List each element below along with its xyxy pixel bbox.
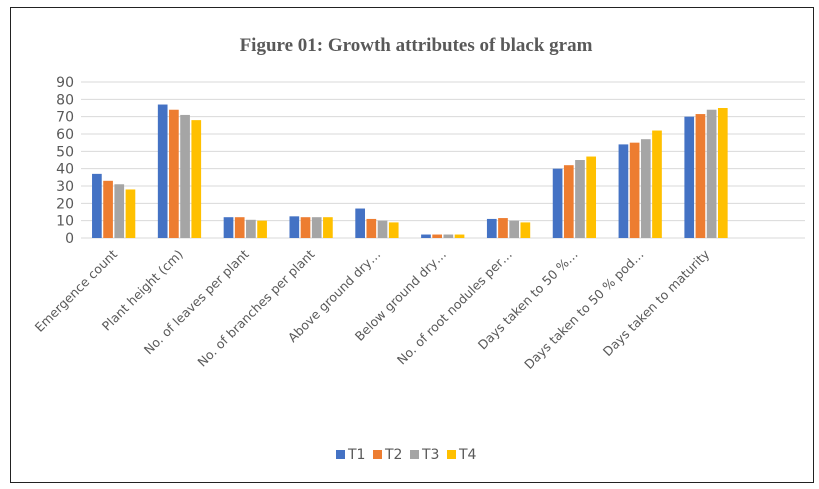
bar-t2 (366, 218, 377, 238)
bar-t3 (575, 160, 585, 238)
y-tick-label: 40 (56, 162, 74, 178)
bar-t2 (498, 218, 508, 238)
legend-swatch-t2 (373, 450, 382, 459)
bar-t2 (169, 109, 179, 238)
legend-label-t1: T1 (347, 447, 365, 463)
y-tick-label: 30 (56, 179, 74, 195)
bar-t1 (684, 116, 695, 238)
bar-t3 (443, 234, 454, 238)
bar-t3 (246, 219, 256, 238)
bar-t2 (432, 234, 442, 238)
bar-t1 (421, 234, 431, 238)
y-tick-label: 50 (56, 144, 74, 160)
bar-t4 (454, 234, 465, 238)
legend-label-t2: T2 (384, 447, 402, 463)
bar-t4 (717, 108, 728, 238)
bar-t2 (300, 217, 311, 238)
chart-canvas: Figure 01: Growth attributes of black gr… (32, 35, 805, 463)
chart-title: Figure 01: Growth attributes of black gr… (240, 35, 593, 56)
legend-label-t4: T4 (458, 447, 477, 463)
y-tick-label: 90 (56, 75, 74, 91)
bar-t1 (355, 208, 365, 238)
legend-label-t3: T3 (421, 447, 439, 463)
bar-t3 (311, 217, 322, 238)
bar-t3 (509, 220, 520, 238)
bar-t4 (520, 222, 531, 238)
bar-t2 (234, 217, 245, 238)
bar-t3 (640, 139, 651, 238)
bar-t1 (552, 168, 563, 238)
bar-t4 (586, 156, 597, 238)
bar-t2 (695, 114, 706, 238)
x-category-label: Days taken to 50 % pod… (521, 247, 646, 372)
bar-t1 (92, 173, 102, 238)
bar-t1 (223, 217, 234, 238)
chart-frame: Figure 01: Growth attributes of black gr… (10, 7, 814, 483)
bar-t4 (323, 217, 333, 238)
bar-t1 (618, 144, 629, 238)
bar-t2 (629, 142, 640, 238)
bar-t1 (289, 216, 300, 238)
legend-swatch-t3 (410, 450, 419, 459)
x-category-label: No. of root nodules per… (394, 247, 515, 368)
bar-t1 (157, 104, 168, 239)
legend-swatch-t4 (447, 450, 456, 459)
bar-t3 (114, 184, 125, 238)
x-category-label: No. of branches per plant (194, 246, 317, 369)
bar-t4 (257, 220, 267, 238)
bar-t2 (103, 180, 113, 238)
x-category-label: Days taken to maturity (600, 246, 713, 359)
y-tick-label: 10 (56, 214, 74, 230)
legend-swatch-t1 (336, 450, 345, 459)
bar-t3 (706, 109, 717, 238)
y-tick-label: 0 (65, 231, 74, 247)
bar-t3 (377, 220, 388, 238)
y-tick-label: 60 (56, 127, 74, 143)
bar-t4 (652, 130, 662, 238)
bar-t4 (388, 222, 399, 238)
bar-t3 (180, 114, 190, 238)
y-tick-label: 70 (56, 110, 74, 126)
bar-t1 (486, 218, 497, 238)
bar-t4 (125, 189, 136, 238)
y-tick-label: 20 (56, 196, 74, 212)
bar-t2 (563, 165, 574, 238)
y-tick-label: 80 (56, 92, 74, 108)
bar-t4 (191, 120, 202, 238)
